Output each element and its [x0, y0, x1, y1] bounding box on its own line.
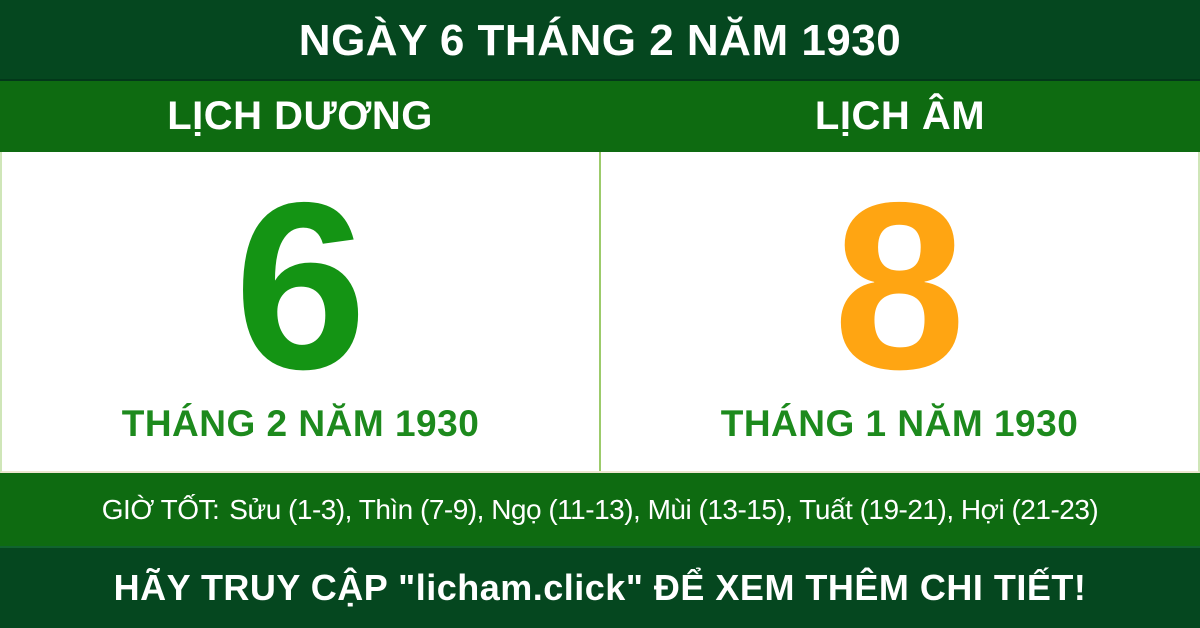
good-hours-bar: GIỜ TỐT: Sửu (1-3), Thìn (7-9), Ngọ (11-…	[0, 473, 1200, 546]
lunar-calendar-header-label: LỊCH ÂM	[814, 94, 986, 138]
footer-cta-bar: HÃY TRUY CẬP "licham.click" ĐỂ XEM THÊM …	[0, 546, 1200, 628]
calendar-type-header-row: LỊCH DƯƠNG LỊCH ÂM	[0, 79, 1200, 152]
date-title-bar: NGÀY 6 THÁNG 2 NĂM 1930	[0, 0, 1200, 79]
solar-day-number: 6	[234, 154, 367, 420]
page-title: NGÀY 6 THÁNG 2 NĂM 1930	[298, 15, 902, 65]
footer-cta-text: HÃY TRUY CẬP "licham.click" ĐỂ XEM THÊM …	[113, 567, 1087, 608]
good-hours-label: GIỜ TỐT:	[101, 493, 220, 525]
solar-panel: 6 THÁNG 2 NĂM 1930	[2, 152, 599, 471]
lunar-calendar-header: LỊCH ÂM	[600, 81, 1200, 152]
solar-calendar-header-label: LỊCH DƯƠNG	[167, 94, 433, 138]
lunar-month-year-label: THÁNG 1 NĂM 1930	[720, 402, 1079, 444]
panel-divider	[599, 152, 601, 471]
calendar-panels: 6 THÁNG 2 NĂM 1930 8 THÁNG 1 NĂM 1930	[0, 152, 1200, 473]
solar-calendar-header: LỊCH DƯƠNG	[0, 81, 600, 152]
lunar-panel: 8 THÁNG 1 NĂM 1930	[601, 152, 1198, 471]
lunar-day-number: 8	[833, 154, 966, 420]
solar-month-year-label: THÁNG 2 NĂM 1930	[121, 402, 480, 444]
good-hours-list: Sửu (1-3), Thìn (7-9), Ngọ (11-13), Mùi …	[229, 493, 1099, 525]
